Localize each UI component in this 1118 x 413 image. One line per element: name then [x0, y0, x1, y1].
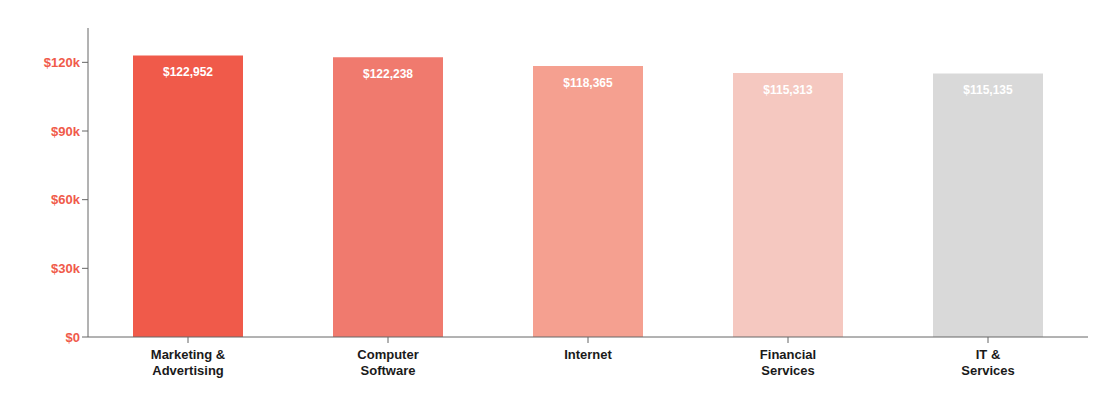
svg-text:$122,238: $122,238: [363, 67, 413, 81]
svg-text:FinancialServices: FinancialServices: [760, 347, 816, 378]
svg-text:$120k: $120k: [44, 55, 81, 70]
svg-text:$122,952: $122,952: [163, 65, 213, 79]
svg-text:Internet: Internet: [564, 347, 612, 362]
svg-text:$0: $0: [66, 330, 80, 345]
svg-text:$118,365: $118,365: [563, 76, 613, 90]
svg-text:$60k: $60k: [51, 192, 81, 207]
svg-text:$115,135: $115,135: [963, 83, 1013, 97]
svg-text:IT &Services: IT &Services: [961, 347, 1015, 378]
svg-text:$30k: $30k: [51, 261, 81, 276]
svg-text:$90k: $90k: [51, 124, 81, 139]
svg-text:Marketing &Advertising: Marketing &Advertising: [151, 347, 225, 378]
svg-text:$115,313: $115,313: [763, 83, 813, 97]
svg-text:ComputerSoftware: ComputerSoftware: [357, 347, 418, 378]
